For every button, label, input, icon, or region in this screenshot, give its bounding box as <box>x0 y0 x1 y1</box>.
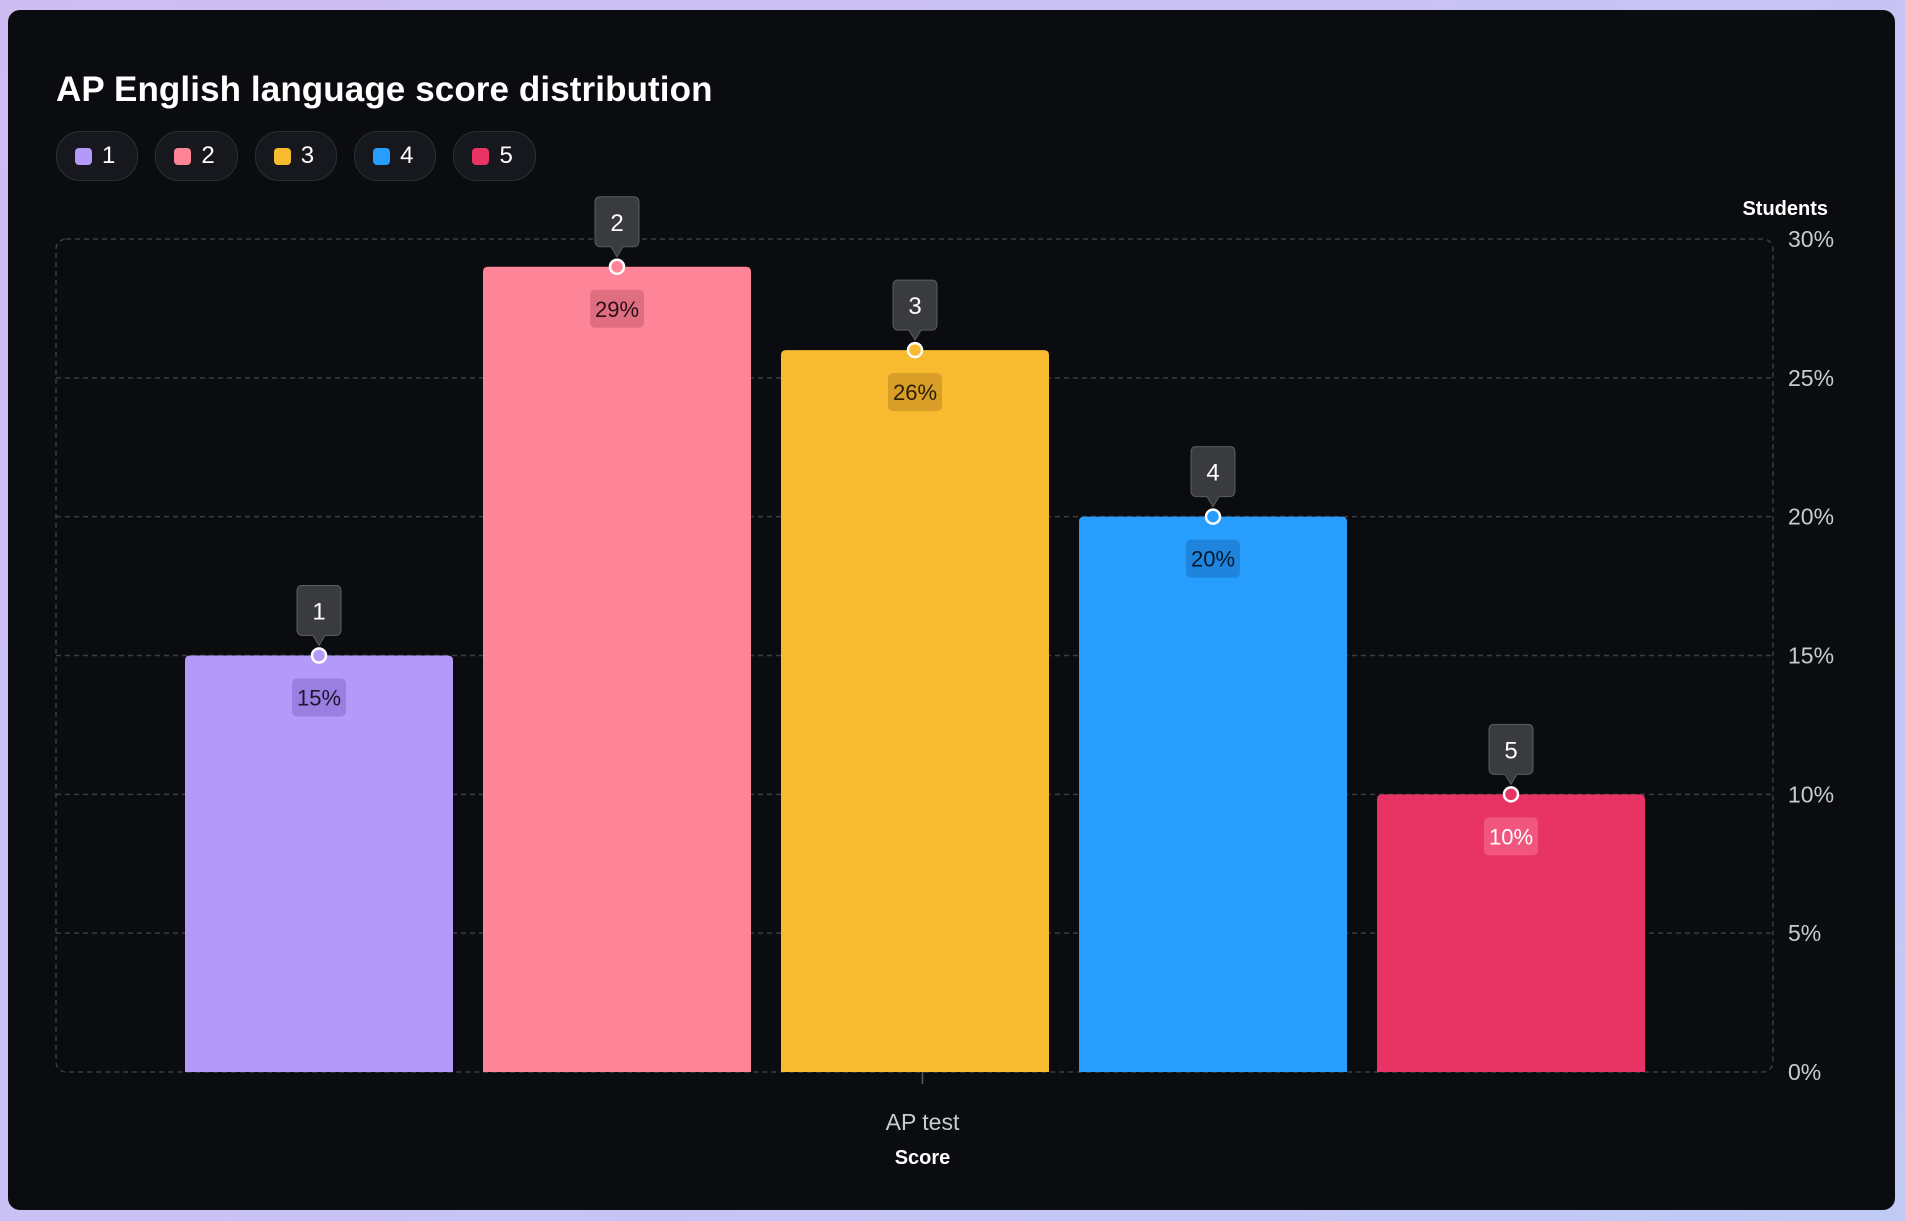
y-tick-label: 20% <box>1788 504 1834 530</box>
data-point-5[interactable] <box>1502 786 1520 803</box>
x-category-label: AP test <box>886 1109 960 1135</box>
y-tick-label: 30% <box>1788 226 1834 252</box>
value-label: 10% <box>1489 824 1533 849</box>
callout-label: 3 <box>908 293 921 320</box>
callout-bubble <box>296 585 342 647</box>
legend-swatch-4 <box>373 147 391 165</box>
legend-label-5: 5 <box>499 142 513 169</box>
legend: 1 2 3 4 5 <box>56 131 536 181</box>
y-tick-label: 0% <box>1788 1059 1821 1085</box>
value-label: 15% <box>297 686 341 711</box>
legend-item-5[interactable]: 5 <box>453 131 536 181</box>
y-axis-title: Students <box>1742 198 1828 220</box>
callout-label: 5 <box>1504 737 1517 764</box>
data-point-1[interactable] <box>310 647 328 664</box>
legend-label-2: 2 <box>201 142 215 169</box>
plot-frame <box>55 238 1774 1073</box>
bar-4[interactable] <box>1079 516 1347 1072</box>
callout-label: 4 <box>1206 460 1219 487</box>
y-tick-label: 10% <box>1788 781 1834 807</box>
bar-5[interactable] <box>1377 794 1645 1072</box>
callout-bubble <box>594 196 640 258</box>
data-point-2[interactable] <box>608 258 626 276</box>
legend-swatch-3 <box>273 147 291 165</box>
y-tick-label: 5% <box>1788 920 1821 946</box>
y-tick-label: 25% <box>1788 365 1834 391</box>
chart-title: AP English language score distribution <box>56 70 713 109</box>
legend-item-1[interactable]: 1 <box>56 131 139 181</box>
y-tick-label: 15% <box>1788 643 1834 669</box>
legend-swatch-5 <box>472 147 490 165</box>
bar-1[interactable] <box>185 655 453 1073</box>
value-label: 20% <box>1191 547 1235 572</box>
legend-item-2[interactable]: 2 <box>155 131 238 181</box>
value-label-bg <box>590 289 644 328</box>
x-axis-title: Score <box>895 1147 951 1169</box>
callout-label: 1 <box>312 599 325 626</box>
bar-chart: 0% 5% 10% 15% 20% 25% 30% Students 15% 1 29% 2 26% 3 2… <box>55 196 1834 1169</box>
callout-bubble <box>1488 723 1534 786</box>
legend-item-4[interactable]: 4 <box>354 131 437 181</box>
legend-label-1: 1 <box>102 142 116 169</box>
callout-bubble <box>1190 446 1236 508</box>
value-label-bg <box>888 373 942 412</box>
legend-swatch-1 <box>75 147 92 165</box>
callout-bubble <box>892 279 938 342</box>
data-point-4[interactable] <box>1204 508 1222 525</box>
legend-item-3[interactable]: 3 <box>254 131 338 181</box>
value-label: 29% <box>595 297 639 322</box>
value-label-bg <box>1484 817 1538 856</box>
value-label-bg <box>292 678 346 717</box>
bar-3[interactable] <box>781 350 1049 1073</box>
data-point-3[interactable] <box>906 341 924 359</box>
value-label: 26% <box>893 380 937 405</box>
value-label-bg <box>1186 539 1240 578</box>
callout-label: 2 <box>610 210 623 237</box>
legend-swatch-2 <box>174 147 192 165</box>
legend-label-4: 4 <box>400 142 414 169</box>
chart-card: AP English language score distribution 1… <box>8 10 1895 1210</box>
legend-label-3: 3 <box>300 142 315 169</box>
bar-2[interactable] <box>483 266 751 1072</box>
